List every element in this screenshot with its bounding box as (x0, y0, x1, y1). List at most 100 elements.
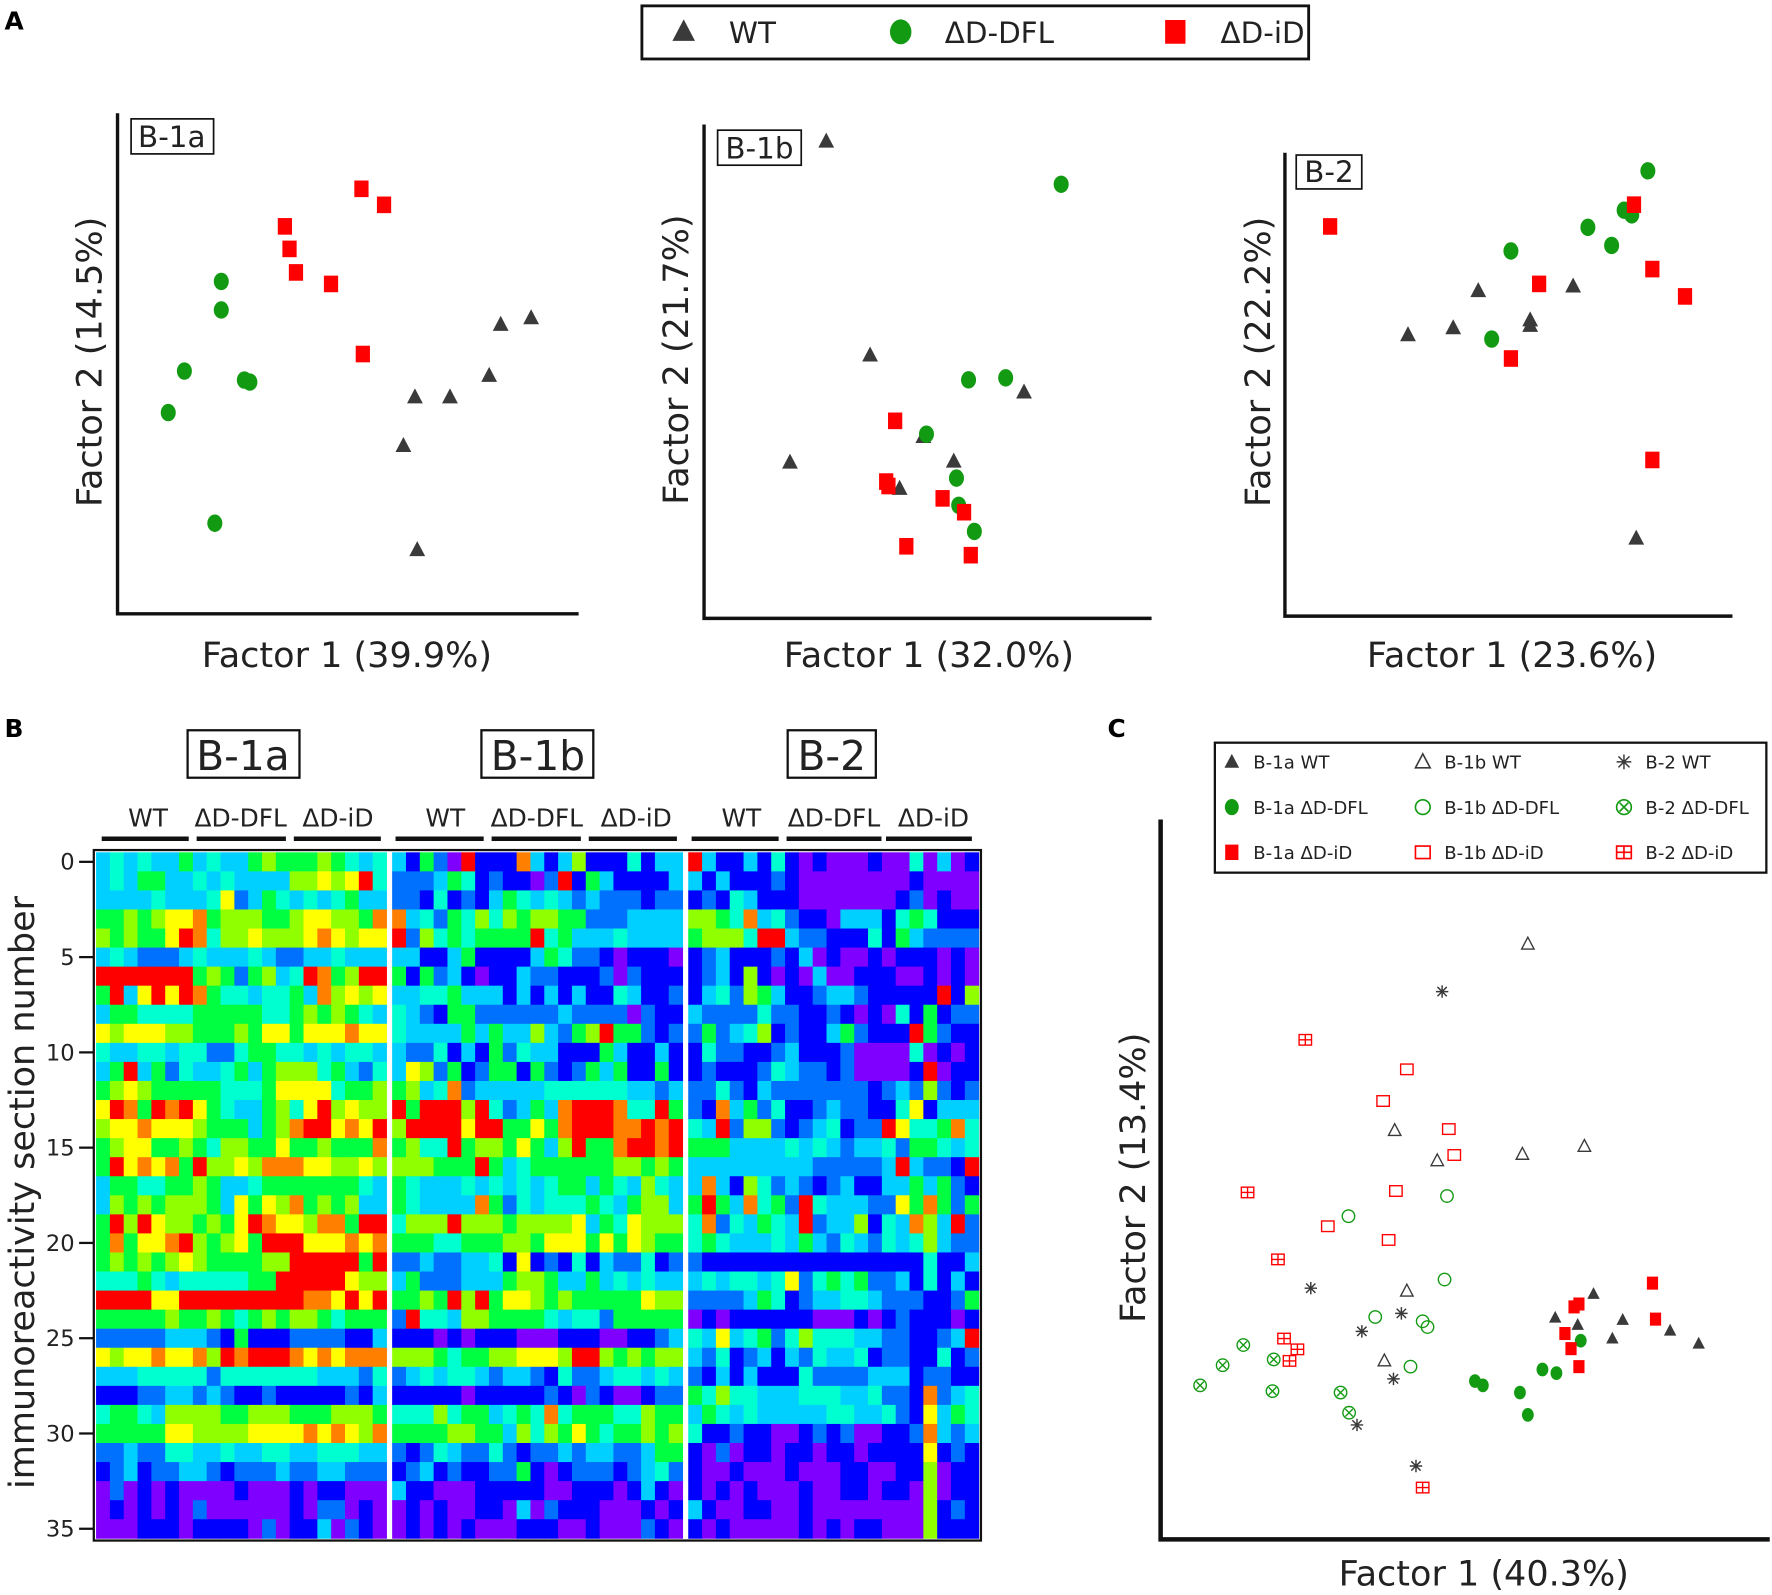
heatmap-cell (599, 1252, 614, 1272)
heatmap-cell (558, 1328, 573, 1349)
heatmap-cell (771, 1481, 786, 1501)
heatmap-cell (109, 1271, 125, 1292)
heatmap-cell (475, 1195, 490, 1215)
heatmap-cell (303, 871, 318, 891)
heatmap-cell (475, 1519, 490, 1539)
heatmap-cell (303, 852, 318, 872)
heatmap-cell (798, 1290, 814, 1311)
heatmap-cell (488, 1214, 504, 1234)
heatmap-cell (743, 1080, 758, 1101)
heatmap-cell (317, 1176, 332, 1196)
heatmap-cell (358, 1404, 374, 1425)
heatmap-cell (715, 909, 731, 929)
heatmap-cell (109, 1004, 125, 1025)
heatmap-cell (419, 1195, 435, 1215)
data-point-triangle (407, 388, 423, 404)
heatmap-cell (488, 1519, 504, 1539)
heatmap-cell (475, 1252, 490, 1272)
heatmap-cell (599, 1290, 614, 1311)
heatmap-cell (585, 1385, 601, 1406)
heatmap-cell (909, 1233, 924, 1253)
heatmap-cell (345, 1042, 360, 1063)
heatmap-cell (964, 1233, 980, 1253)
heatmap-cell (544, 1481, 559, 1501)
heatmap-cell (757, 1309, 772, 1330)
heatmap-cell (585, 1214, 601, 1234)
heatmap-cell (475, 1138, 490, 1158)
heatmap-cell (96, 928, 111, 949)
heatmap-cell (785, 1481, 800, 1501)
heatmap-cell (558, 985, 573, 1006)
heatmap-cell (392, 1309, 407, 1330)
heatmap-cell (275, 1195, 291, 1215)
heatmap-cell (151, 1214, 166, 1234)
heatmap-cell (951, 1176, 966, 1196)
heatmap-cell (702, 1309, 717, 1330)
heatmap-cell (964, 909, 980, 929)
heatmap-cell (771, 1080, 786, 1101)
heatmap-cell (840, 1176, 855, 1196)
heatmap-cell (331, 1328, 346, 1349)
heatmap-cell (812, 1176, 827, 1196)
heatmap-cell (558, 947, 573, 968)
heatmap-cell (331, 1061, 346, 1082)
heatmap-cell (461, 1061, 476, 1082)
heatmap-cell (405, 1404, 421, 1425)
heatmap-cell (317, 1462, 332, 1482)
heatmap-cell (248, 852, 263, 872)
heatmap-cell (206, 871, 221, 891)
heatmap-cell (530, 1119, 545, 1139)
heatmap-cell (599, 1042, 614, 1063)
heatmap-cell (826, 928, 841, 949)
heatmap-cell (854, 947, 869, 968)
heatmap-cell (757, 1214, 772, 1234)
heatmap-cell (206, 1138, 221, 1158)
heatmap-cell (923, 966, 938, 987)
heatmap-cell (289, 890, 304, 910)
heatmap-cell (627, 1347, 642, 1368)
y-tick-label: 30 (46, 1421, 75, 1447)
heatmap-cell (516, 1290, 531, 1311)
heatmap-cell (262, 1233, 277, 1253)
heatmap-cell (345, 852, 360, 872)
heatmap-cell (840, 1385, 855, 1406)
heatmap-cell (433, 1309, 448, 1330)
heatmap-cell (419, 1423, 435, 1444)
heatmap-cell (248, 1042, 263, 1063)
heatmap-cell (516, 1214, 531, 1234)
heatmap-cell (405, 1366, 421, 1387)
y-axis-label: Factor 2 (14.5%) (70, 217, 111, 507)
heatmap-cell (951, 1214, 966, 1234)
heatmap-cell (345, 1443, 360, 1463)
heatmap-cell (192, 1443, 208, 1463)
heatmap-cell (840, 1519, 855, 1539)
heatmap-cell (317, 1080, 332, 1101)
heatmap-cell (179, 1195, 194, 1215)
heatmap-cell (405, 1233, 421, 1253)
heatmap-cell (345, 947, 360, 968)
heatmap-cell (192, 1042, 208, 1063)
heatmap-cell (826, 1347, 841, 1368)
heatmap-cell (937, 1519, 952, 1539)
heatmap-cell (826, 1481, 841, 1501)
heatmap-cell (881, 1042, 897, 1063)
heatmap-cell (220, 1481, 235, 1501)
scatter-b1a: B-1a Factor 2 (14.5%) Factor 1 (39.9%) (70, 113, 579, 676)
heatmap-cell (881, 1080, 897, 1101)
square-icon (1225, 844, 1239, 861)
heatmap-cell (558, 1176, 573, 1196)
heatmap-cell (234, 966, 249, 987)
heatmap-cell (151, 1176, 166, 1196)
heatmap-cell (151, 871, 166, 891)
heatmap-cell (137, 909, 152, 929)
heatmap-cell (715, 966, 731, 987)
heatmap-cell (331, 1500, 346, 1520)
heatmap-cell (544, 890, 559, 910)
heatmap-cell (516, 1195, 531, 1215)
data-point-triangle-open (1399, 1282, 1415, 1297)
heatmap-cell (151, 1519, 166, 1539)
heatmap-cell (895, 1423, 910, 1444)
heatmap-cell (641, 1252, 656, 1272)
data-point-circle-open (1437, 1272, 1452, 1287)
heatmap-cell (345, 1195, 360, 1215)
